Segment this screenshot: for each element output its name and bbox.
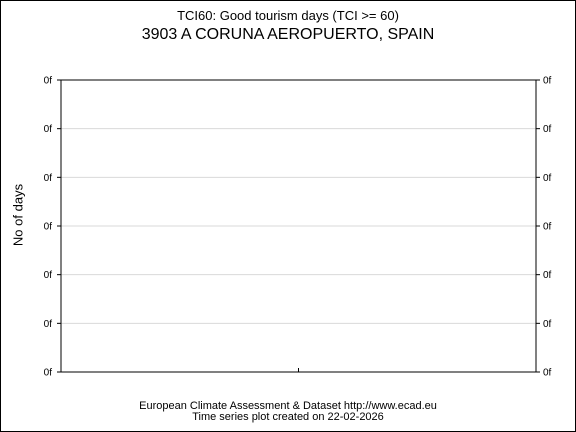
y-tick-label-right: 0f bbox=[543, 76, 552, 87]
y-tick-label-right: 0f bbox=[543, 222, 552, 233]
chart-title: TCI60: Good tourism days (TCI >= 60) bbox=[177, 8, 399, 23]
y-tick-label-left: 0f bbox=[44, 124, 53, 135]
y-tick-label-left: 0f bbox=[44, 319, 53, 330]
y-tick-label-right: 0f bbox=[543, 368, 552, 379]
y-tick-label-left: 0f bbox=[44, 270, 53, 281]
footer-created: Time series plot created on 22-02-2026 bbox=[192, 411, 384, 423]
y-tick-label-right: 0f bbox=[543, 173, 552, 184]
y-tick-label-right: 0f bbox=[543, 319, 552, 330]
y-tick-label-left: 0f bbox=[44, 76, 53, 87]
y-tick-label-right: 0f bbox=[543, 124, 552, 135]
y-tick-label-right: 0f bbox=[543, 270, 552, 281]
chart-subtitle: 3903 A CORUNA AEROPUERTO, SPAIN bbox=[141, 26, 435, 43]
plot-area-border bbox=[60, 79, 537, 373]
y-tick-label-left: 0f bbox=[44, 222, 53, 233]
y-tick-label-left: 0f bbox=[44, 173, 53, 184]
footer-source: European Climate Assessment & Dataset ht… bbox=[139, 400, 437, 412]
y-tick-label-left: 0f bbox=[44, 368, 53, 379]
